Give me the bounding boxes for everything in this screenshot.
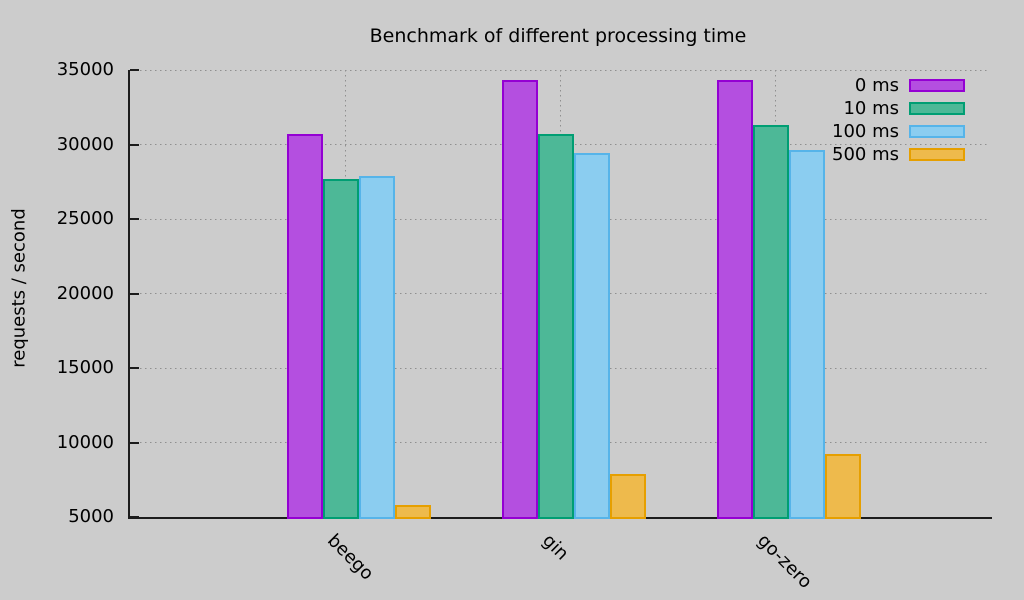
y-tick-mark — [130, 69, 139, 71]
bar-gin-0ms — [502, 79, 538, 519]
legend-swatch — [909, 102, 965, 115]
bar-beego-0ms — [287, 134, 323, 519]
legend-swatch — [909, 148, 965, 161]
chart-title: Benchmark of different processing time — [369, 25, 747, 47]
bar-go-zero-10ms — [753, 125, 789, 519]
y-tick-label: 25000 — [56, 208, 114, 229]
bar-beego-10ms — [323, 178, 359, 519]
y-tick-label: 15000 — [56, 357, 114, 378]
y-tick-label: 30000 — [56, 133, 114, 155]
x-tick-label: go-zero — [753, 530, 816, 593]
y-tick-mark — [130, 292, 139, 295]
y-tick-mark — [130, 516, 139, 518]
y-tick-label: 20000 — [56, 282, 114, 304]
bar-go-zero-100ms — [789, 149, 825, 519]
y-tick-label: 35000 — [56, 59, 114, 80]
legend-label: 500 ms — [832, 144, 899, 165]
bar-beego-500ms — [395, 505, 431, 519]
legend-row: 500 ms — [832, 143, 965, 166]
legend-row: 100 ms — [832, 120, 965, 143]
y-tick-mark — [130, 367, 139, 369]
y-tick-mark — [130, 143, 139, 146]
legend-label: 100 ms — [832, 121, 899, 142]
y-tick-mark — [130, 218, 139, 220]
legend-swatch — [909, 79, 965, 92]
bar-gin-10ms — [538, 134, 574, 519]
y-tick-label: 10000 — [56, 431, 114, 453]
bar-beego-100ms — [359, 175, 395, 519]
bar-go-zero-500ms — [825, 454, 861, 519]
legend-label: 0 ms — [854, 75, 899, 96]
plot-area — [128, 69, 992, 519]
legend-swatch — [909, 125, 965, 138]
y-tick-label: 5000 — [68, 506, 114, 527]
legend-row: 10 ms — [832, 97, 965, 120]
bar-gin-500ms — [610, 473, 646, 519]
x-tick-label: gin — [538, 530, 573, 565]
legend-label: 10 ms — [843, 98, 899, 119]
legend: 0 ms 10 ms 100 ms 500 ms — [832, 74, 965, 166]
x-tick-label: beego — [323, 530, 378, 585]
y-tick-mark — [130, 441, 139, 444]
bar-gin-100ms — [574, 153, 610, 519]
legend-row: 0 ms — [832, 74, 965, 97]
bar-go-zero-0ms — [717, 80, 753, 519]
